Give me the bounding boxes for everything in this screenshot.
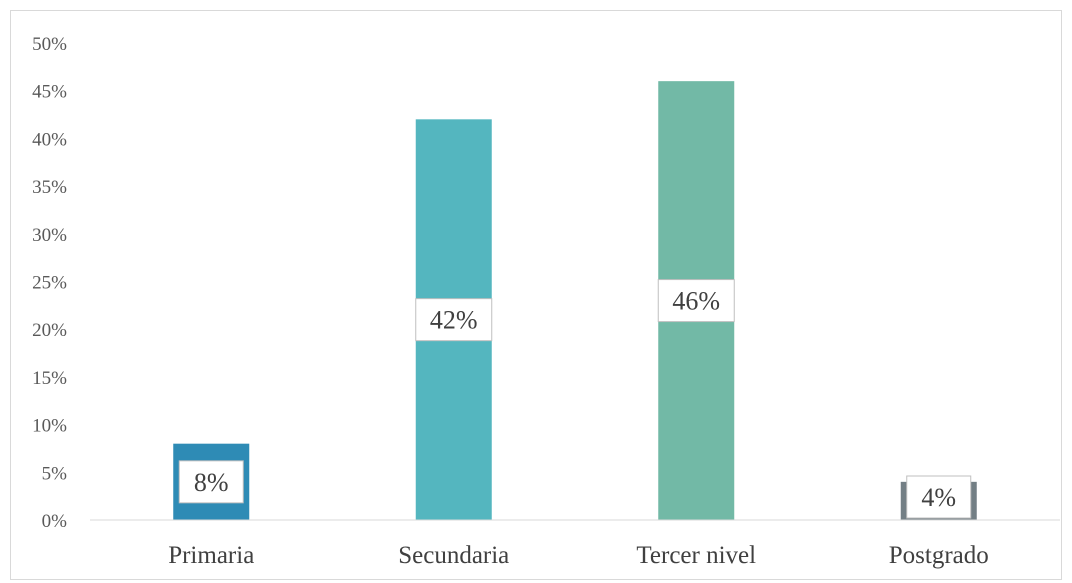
- y-tick-label: 25%: [32, 273, 67, 294]
- x-axis: Primaria Secundaria Tercer nivel Postgrado: [168, 542, 989, 569]
- x-tick-label: Tercer nivel: [636, 542, 756, 569]
- bars: [173, 81, 977, 520]
- data-label-box: [906, 475, 972, 519]
- data-label-box: [178, 460, 244, 504]
- data-label-box: [657, 279, 735, 323]
- y-tick-label: 50%: [32, 34, 67, 55]
- y-tick-label: 45%: [32, 82, 67, 103]
- x-tick-label: Primaria: [168, 542, 254, 569]
- data-label: 4%: [921, 483, 956, 512]
- data-label: 42%: [430, 306, 478, 335]
- x-tick-label: Secundaria: [398, 542, 509, 569]
- y-tick-label: 10%: [32, 416, 67, 437]
- y-tick-label: 20%: [32, 320, 67, 341]
- y-tick-label: 30%: [32, 225, 67, 246]
- y-tick-label: 35%: [32, 177, 67, 198]
- y-tick-label: 15%: [32, 368, 67, 389]
- y-tick-label: 40%: [32, 129, 67, 150]
- data-labels: 8% 42% 46% 4%: [178, 279, 972, 519]
- y-tick-label: 0%: [42, 511, 68, 532]
- data-label: 46%: [672, 287, 720, 316]
- x-tick-label: Postgrado: [889, 542, 989, 569]
- y-axis: 0% 5% 10% 15% 20% 25% 30% 35% 40% 45% 50%: [32, 34, 67, 532]
- y-tick-label: 5%: [42, 463, 68, 484]
- data-label-box: [415, 298, 493, 342]
- data-label: 8%: [194, 468, 229, 497]
